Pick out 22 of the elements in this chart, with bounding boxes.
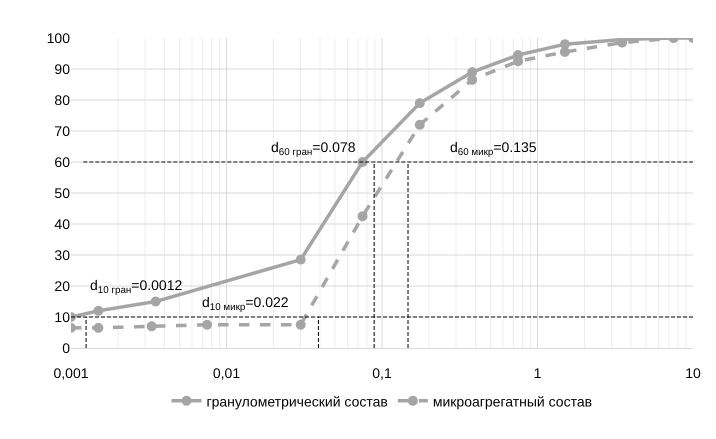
y-tick-label: 70 — [54, 122, 70, 139]
y-tick-label: 30 — [54, 246, 70, 263]
x-tick-label: 10 — [685, 364, 701, 381]
x-tick-label: 0,01 — [212, 364, 240, 381]
annotation: d$_{10 микр}$=0.022 — [202, 294, 289, 313]
y-tick-label: 40 — [54, 216, 70, 232]
x-tick-label: 1 — [534, 364, 542, 381]
y-tick-label: 80 — [54, 92, 70, 108]
x-tick-label: 0,1 — [372, 364, 392, 381]
y-tick-label: 10 — [54, 308, 70, 325]
y-tick-label: 60 — [54, 154, 70, 170]
legend-label: гранулометрический состав — [206, 393, 388, 410]
legend-label: микроагрегатный состав — [432, 393, 592, 410]
y-tick-label: 90 — [54, 60, 70, 77]
y-tick-label: 50 — [54, 184, 70, 201]
y-tick-label: 0 — [62, 340, 70, 356]
y-tick-label: 20 — [54, 278, 70, 294]
annotation: d$_{60 гран}$=0.078 — [271, 139, 356, 158]
y-tick-label: 100 — [46, 30, 70, 46]
annotation: d$_{10 гран}$=0.0012 — [90, 277, 183, 296]
x-tick-label: 0,001 — [53, 364, 89, 381]
annotation: d$_{60 микр}$=0.135 — [450, 139, 537, 158]
